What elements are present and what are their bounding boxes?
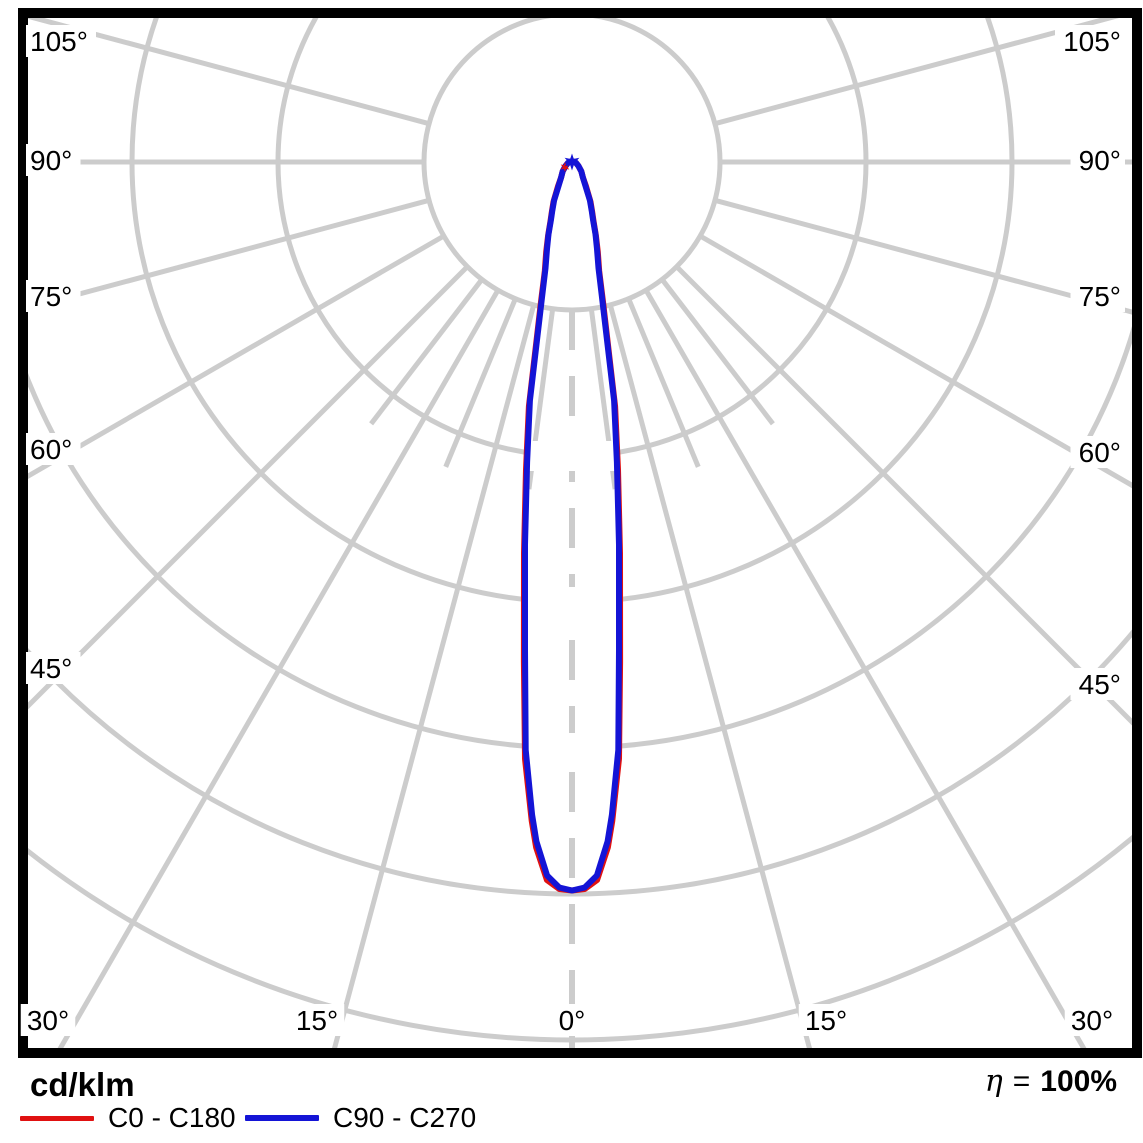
angle-label-bg [798,1004,854,1036]
efficiency-readout: η = 100% [985,1064,1117,1099]
angle-label-bg [1070,144,1125,176]
c0-line-swatch [20,1115,94,1121]
peak-star-c90 [564,153,580,171]
eta-symbol: η [984,1064,1003,1099]
angle-spoke-major [674,264,1132,726]
angle-label-right: 105° [1063,26,1121,57]
angle-label-bg [552,1004,592,1036]
angle-spoke-major [714,18,1120,127]
angle-label-bottom: 30° [1071,1005,1113,1036]
angle-label-left: 45° [30,653,72,684]
angle-label-bg [1055,25,1125,57]
angle-spoke-major [28,18,430,127]
units-label: cd/klm [30,1066,135,1103]
angle-spoke-major [714,197,1132,315]
angle-spoke-major [28,197,430,311]
legend-label-c90: C90 - C270 [333,1102,477,1133]
angle-label-left: 105° [30,26,88,57]
angle-spoke-minor [443,297,518,468]
c90-line-swatch [245,1115,319,1121]
angle-label-bottom: 30° [27,1005,69,1036]
angle-label-bottom: 15° [296,1005,338,1036]
angle-label-right: 45° [1079,669,1121,700]
legend-item-c90: C90 - C270 [245,1102,476,1133]
angle-label-bg [26,144,81,176]
ring-value-blank-box [527,587,617,617]
angle-label-right: 90° [1079,145,1121,176]
intensity-ring [28,629,1132,897]
angle-label-bg [26,433,81,465]
polar-chart-svg: 105° 90° 75° 60° 45° 105° 90° 75° 60° 45° 30° 15° 0°… [18,8,1142,1058]
angle-spoke-minor [626,297,701,468]
angle-spoke-major [607,304,812,1048]
angle-label-bottom: 15° [805,1005,847,1036]
peak-star-c0 [560,162,570,172]
legend-item-c0: C0 - C180 [20,1102,236,1133]
ring-value-blank-box [527,441,617,471]
angle-label-left: 90° [30,145,72,176]
angle-label-right: 75° [1079,281,1121,312]
chart-footer: cd/klm C0 - C180 C90 - C270 η = 100% [0,1058,1143,1143]
angle-spoke-major [57,288,501,1048]
angle-spoke-minor [660,277,775,426]
angle-label-bg [26,280,81,312]
angle-spoke-major [332,304,537,1048]
angle-spoke-minor [369,277,484,426]
angle-label-bg [289,1004,345,1036]
angle-label-bg [1070,436,1125,468]
eta-value: 100% [1040,1065,1117,1098]
angle-label-left: 75° [30,281,72,312]
plot-frame [18,8,1142,1058]
angle-spoke-major [643,288,1087,1048]
angle-label-bg [26,652,81,684]
angle-spoke-major [698,233,1132,489]
angle-label-left: 60° [30,434,72,465]
angle-label-bg [26,25,96,57]
intensity-ring [28,325,1132,751]
legend-label-c0: C0 - C180 [108,1102,236,1133]
polar-grid [28,18,1132,1048]
angle-spoke-major [28,233,446,479]
curve-c90-c270 [522,158,622,894]
angle-label-bg [1070,280,1125,312]
angle-label-bg [1064,1004,1120,1036]
angle-label-bottom: 0° [559,1005,586,1036]
angle-label-bg [1070,668,1125,700]
angle-label-bg [20,1004,76,1036]
angle-spoke-major [28,264,470,710]
ring-value-blank-box [527,733,617,763]
angle-label-right: 60° [1079,437,1121,468]
eta-equals: = [1012,1065,1031,1098]
